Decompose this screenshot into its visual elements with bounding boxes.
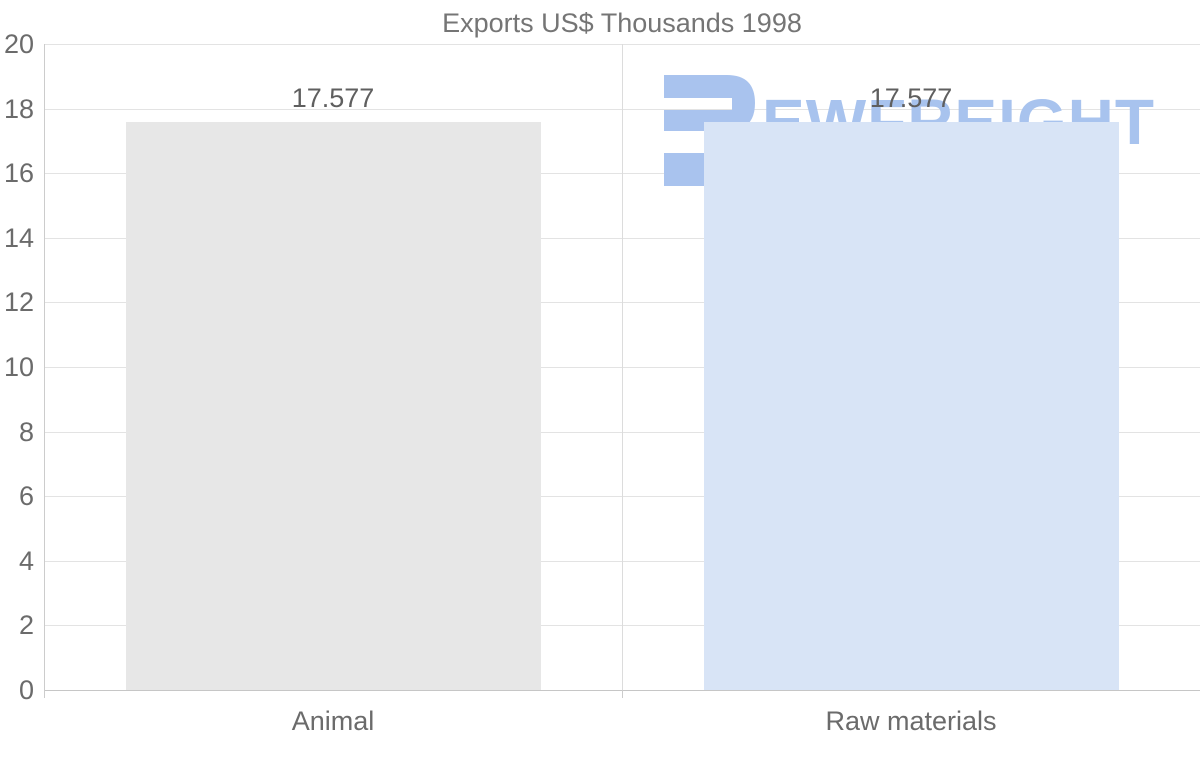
y-axis-label-2: 2 — [18, 610, 34, 641]
y-axis-label-20: 20 — [3, 29, 34, 59]
y-axis-label-4: 4 — [18, 545, 34, 576]
y-axis-label-18: 18 — [3, 93, 34, 124]
bar-animal — [126, 122, 541, 690]
y-axis-label-14: 14 — [3, 222, 34, 253]
y-axis-label-0: 0 — [18, 675, 34, 705]
value-label-raw-materials: 17.577 — [869, 83, 953, 114]
category-label-animal: Animal — [291, 706, 375, 736]
category-label-raw-materials: Raw materials — [825, 706, 997, 736]
value-label-animal: 17.577 — [291, 83, 375, 114]
y-axis-label-6: 6 — [18, 481, 34, 512]
y-axis-label-12: 12 — [3, 287, 34, 318]
bar-raw-materials — [704, 122, 1119, 690]
category-divider — [622, 44, 623, 690]
chart-title: Exports US$ Thousands 1998 — [442, 8, 802, 38]
y-axis-label-8: 8 — [18, 416, 34, 447]
y-axis-line — [44, 44, 45, 698]
y-axis-label-16: 16 — [3, 158, 34, 189]
y-axis-label-10: 10 — [3, 352, 34, 382]
x-axis-tick — [622, 690, 623, 698]
